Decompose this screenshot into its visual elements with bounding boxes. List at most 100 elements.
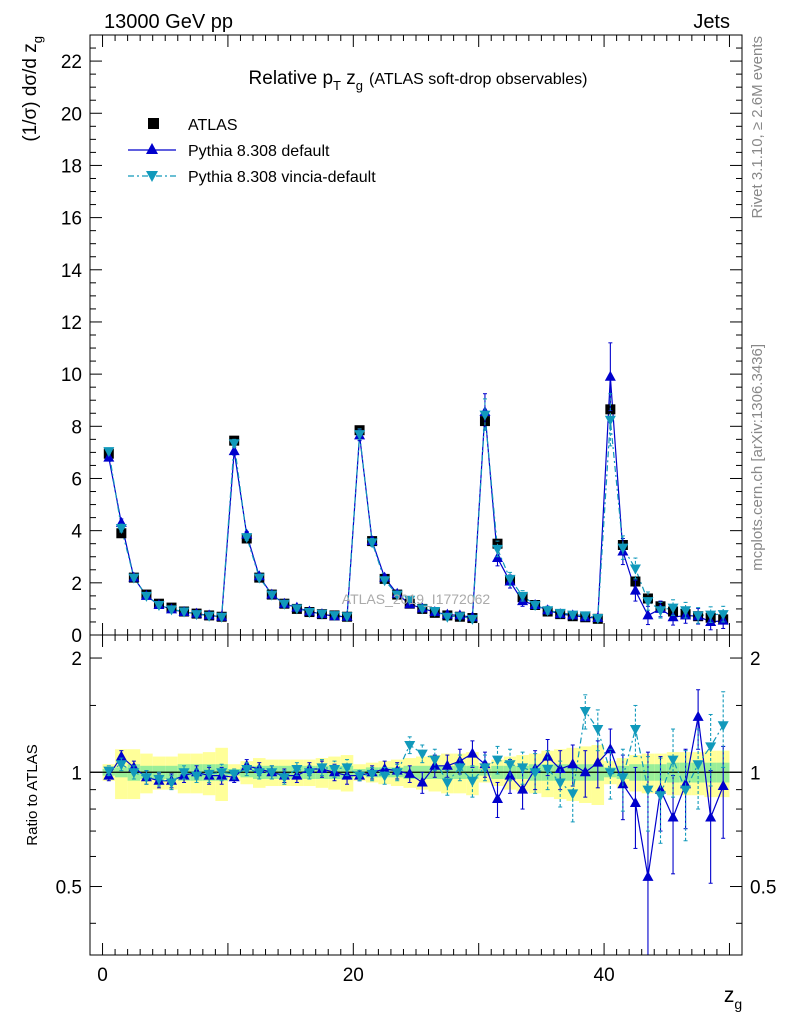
watermark: ATLAS_2019_I1772062 xyxy=(342,591,491,607)
vincia-point xyxy=(354,430,366,441)
vincia-point xyxy=(492,544,503,555)
ratio-y-tick-label: 0.5 xyxy=(56,878,82,899)
main-y-tick-label: 20 xyxy=(61,104,82,125)
main-y-tick-label: 2 xyxy=(71,574,82,595)
ratio-vincia-point xyxy=(579,707,591,718)
vincia-point xyxy=(316,609,328,620)
header-left: 13000 GeV pp xyxy=(104,11,233,33)
default-point xyxy=(604,370,616,381)
vincia-point xyxy=(140,591,152,602)
vincia-point xyxy=(429,607,441,617)
main-y-tick-label: 4 xyxy=(71,522,82,543)
vincia-point xyxy=(655,606,666,617)
main-y-tick-label: 18 xyxy=(61,156,82,177)
ratio-vincia-point xyxy=(416,749,428,760)
legend-marker-default xyxy=(146,143,158,154)
ratio-vincia-point xyxy=(504,760,516,771)
ratio-default-point xyxy=(592,756,604,767)
ratio-vincia-point xyxy=(115,760,127,771)
ratio-vincia-point xyxy=(554,778,566,789)
main-y-tick-label: 22 xyxy=(61,52,82,73)
ratio-vincia-point xyxy=(153,775,165,786)
vincia-point xyxy=(253,573,265,584)
vincia-point xyxy=(191,610,203,621)
vincia-point xyxy=(404,595,416,606)
ratio-default-point xyxy=(642,870,654,881)
main-ylabel-sub: g xyxy=(30,36,45,43)
legend-marker-atlas xyxy=(148,118,159,129)
ratio-vincia-point xyxy=(717,721,729,732)
ratio-default-point xyxy=(416,776,428,787)
main-y-tick-label: 14 xyxy=(61,261,83,282)
ratio-vincia-point xyxy=(303,768,315,779)
vincia-point xyxy=(592,614,604,625)
ratio-y-tick-label-right: 2 xyxy=(750,649,761,670)
ratio-default-point xyxy=(554,763,566,774)
ratio-vincia-point xyxy=(667,755,679,766)
ratio-vincia-point xyxy=(140,773,152,784)
ratio-vincia-point xyxy=(617,773,629,784)
ratio-vincia-point xyxy=(278,773,290,784)
vincia-point xyxy=(303,608,315,619)
vincia-point xyxy=(203,611,215,622)
ratio-vincia-point xyxy=(529,768,541,779)
ratio-vincia-point xyxy=(629,725,641,736)
ratio-vincia-point xyxy=(379,771,391,782)
ratio-x-tick-label: 0 xyxy=(97,965,108,986)
ratio-vincia-point xyxy=(705,742,717,753)
main-y-tick-label: 16 xyxy=(61,209,82,230)
plot-title-sub-g: g xyxy=(356,78,363,93)
vincia-point xyxy=(115,524,127,535)
vincia-point xyxy=(629,564,641,575)
ratio-vincia-point xyxy=(479,763,491,774)
vincia-point xyxy=(542,606,554,617)
ratio-y-tick-label-right: 0.5 xyxy=(750,878,776,899)
ratio-default-point xyxy=(579,766,591,777)
ratio-vincia-point xyxy=(692,760,704,771)
vincia-point xyxy=(554,608,566,619)
ratio-vincia-point xyxy=(291,765,303,776)
ratio-vincia-point xyxy=(266,768,278,779)
ratio-default-point xyxy=(705,811,717,822)
vincia-point xyxy=(278,599,290,610)
ratio-vincia-point xyxy=(441,778,453,789)
ratio-vincia-point xyxy=(191,771,203,782)
ratio-vincia-point xyxy=(404,740,416,751)
ratio-vincia-point xyxy=(341,763,353,774)
ratio-default-point xyxy=(567,758,579,769)
ratio-vincia-point xyxy=(203,769,215,780)
plot-title-paren: (ATLAS soft-drop observables) xyxy=(369,71,587,88)
vincia-point xyxy=(667,603,679,614)
ratio-default-point xyxy=(517,783,529,794)
ratio-default-point xyxy=(492,793,503,804)
ratio-default-point xyxy=(655,783,666,794)
vincia-point xyxy=(642,597,654,608)
vincia-point xyxy=(567,610,579,621)
ratio-default-point xyxy=(542,750,554,761)
vincia-point xyxy=(266,590,278,601)
ratio-vincia-point xyxy=(228,769,240,780)
default-point xyxy=(642,609,654,620)
ratio-vincia-point xyxy=(316,763,328,774)
ratio-y-tick-label-right: 1 xyxy=(750,763,761,784)
ratio-vincia-point xyxy=(492,755,503,766)
plot-title-main: Relative p xyxy=(249,68,334,89)
ratio-vincia-point xyxy=(567,789,579,800)
ratio-vincia-point xyxy=(103,766,115,777)
ratio-panel: 0 20 40 0.5 0.5 1 1 2 2 Ratio to ATLAS xyxy=(24,634,776,986)
vincia-point xyxy=(504,574,516,585)
legend-marker-vincia xyxy=(146,171,158,182)
main-y-tick-label: 12 xyxy=(61,313,82,334)
plot-title-mid: z xyxy=(341,68,356,89)
ratio-vincia-point xyxy=(466,776,478,787)
vincia-point xyxy=(128,573,140,584)
ratio-vincia-point xyxy=(241,765,253,776)
vincia-point xyxy=(166,605,177,616)
vincia-point xyxy=(517,591,529,602)
vincia-point xyxy=(454,612,466,623)
ratio-vincia-point xyxy=(166,778,177,789)
mcplots-label: mcplots.cern.ch [arXiv:1306.3436] xyxy=(749,344,766,571)
vincia-point xyxy=(466,614,478,625)
ratio-default-point xyxy=(604,743,616,754)
